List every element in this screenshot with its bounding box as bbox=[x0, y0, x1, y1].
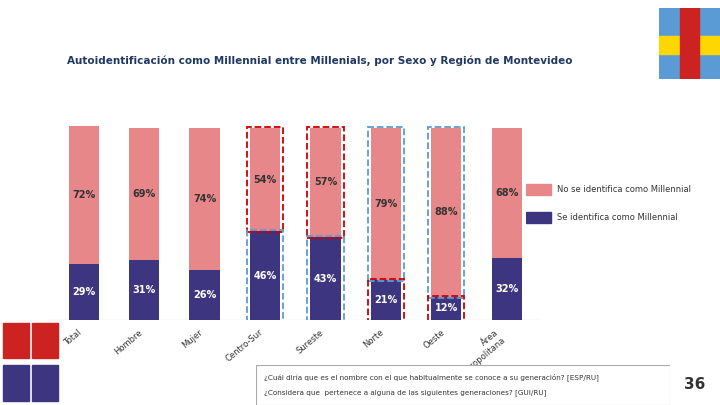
Text: Sureste: Sureste bbox=[295, 328, 325, 355]
Text: Total: Total bbox=[63, 328, 84, 347]
Bar bbox=[189, 270, 220, 320]
Bar bbox=[659, 36, 720, 54]
Bar bbox=[129, 260, 159, 320]
Text: ¿Cuál diría que es el nombre con el que habitualmente se conoce a su generación?: ¿Cuál diría que es el nombre con el que … bbox=[264, 373, 599, 382]
Bar bbox=[247, 230, 283, 321]
Bar bbox=[659, 54, 720, 79]
Bar bbox=[32, 365, 58, 401]
Text: Mujer: Mujer bbox=[181, 328, 204, 350]
Text: 29%: 29% bbox=[72, 287, 95, 297]
Text: Hombre: Hombre bbox=[112, 328, 144, 356]
Bar bbox=[250, 128, 280, 232]
Text: 43%: 43% bbox=[314, 274, 337, 284]
Text: 72%: 72% bbox=[72, 190, 95, 200]
Bar bbox=[68, 264, 99, 320]
Text: No se identifica como Millennial: No se identifica como Millennial bbox=[557, 185, 690, 194]
Text: 4. AUTOIDENTIFICACIÓN GENERACIONAL: 4. AUTOIDENTIFICACIÓN GENERACIONAL bbox=[67, 20, 288, 30]
Bar bbox=[371, 279, 401, 320]
Text: Norte: Norte bbox=[362, 328, 386, 350]
Text: 68%: 68% bbox=[495, 188, 518, 198]
Text: 54%: 54% bbox=[253, 175, 276, 185]
Text: Autoidentificación como Millennial entre Millenials, por Sexo y Región de Montev: Autoidentificación como Millennial entre… bbox=[67, 55, 572, 66]
Text: 69%: 69% bbox=[132, 189, 156, 199]
Bar bbox=[659, 8, 720, 36]
Text: 32%: 32% bbox=[495, 284, 518, 294]
Text: Centro-Sur: Centro-Sur bbox=[225, 328, 265, 364]
Bar bbox=[492, 128, 522, 258]
Bar bbox=[129, 128, 159, 260]
Text: 12%: 12% bbox=[435, 303, 458, 313]
Bar bbox=[698, 8, 720, 79]
Text: 26%: 26% bbox=[193, 290, 216, 300]
Bar bbox=[310, 128, 341, 237]
Text: Área
Metropolitana: Área Metropolitana bbox=[449, 328, 507, 380]
Text: 46%: 46% bbox=[253, 271, 276, 281]
Bar bbox=[68, 126, 99, 264]
Bar bbox=[431, 128, 462, 297]
Bar bbox=[3, 322, 29, 358]
Text: 88%: 88% bbox=[435, 207, 458, 217]
Bar bbox=[428, 127, 464, 298]
Bar bbox=[526, 212, 551, 223]
Bar bbox=[3, 365, 29, 401]
Text: 57%: 57% bbox=[314, 177, 337, 188]
Bar bbox=[368, 127, 404, 281]
Bar bbox=[32, 322, 58, 358]
Bar bbox=[371, 128, 401, 279]
Bar bbox=[680, 8, 698, 79]
Text: 36: 36 bbox=[684, 377, 706, 392]
Text: 21%: 21% bbox=[374, 295, 397, 305]
Bar bbox=[526, 185, 551, 196]
Text: 79%: 79% bbox=[374, 198, 397, 209]
Text: Se identifica como Millennial: Se identifica como Millennial bbox=[557, 213, 678, 222]
Bar bbox=[307, 127, 343, 238]
Text: Oeste: Oeste bbox=[422, 328, 446, 350]
Text: 31%: 31% bbox=[132, 285, 156, 295]
Text: n = 283. Millennials: n = 283. Millennials bbox=[71, 380, 172, 389]
Bar bbox=[428, 296, 464, 321]
Text: ¿Considera que  pertenece a alguna de las siguientes generaciones? [GUI/RU]: ¿Considera que pertenece a alguna de las… bbox=[264, 390, 546, 396]
Bar bbox=[310, 237, 341, 320]
Bar bbox=[368, 279, 404, 321]
Bar bbox=[492, 258, 522, 320]
Bar bbox=[659, 8, 680, 79]
Bar bbox=[247, 127, 283, 232]
Text: 74%: 74% bbox=[193, 194, 216, 204]
Bar bbox=[431, 297, 462, 320]
Bar bbox=[307, 236, 343, 321]
Bar bbox=[189, 128, 220, 270]
Bar bbox=[250, 232, 280, 320]
